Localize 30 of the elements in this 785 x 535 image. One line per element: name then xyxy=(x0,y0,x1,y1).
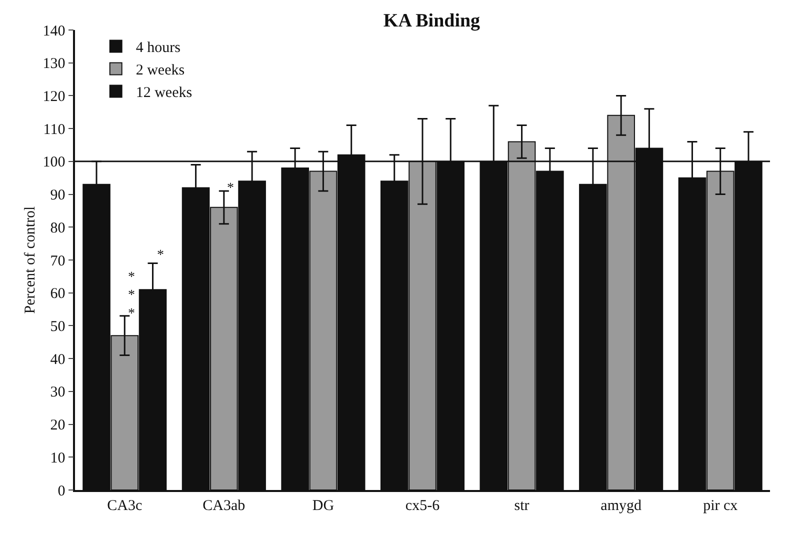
y-axis-title: Percent of control xyxy=(22,206,38,314)
y-tick-label: 40 xyxy=(50,352,66,368)
y-tick-label: 90 xyxy=(50,188,66,204)
chart-title: KA Binding xyxy=(383,10,481,32)
legend-label: 12 weeks xyxy=(136,85,192,102)
legend-label: 2 weeks xyxy=(136,62,185,79)
y-tick-label: 10 xyxy=(50,450,66,466)
x-tick-label: pir cx xyxy=(703,498,738,514)
y-tick-label: 60 xyxy=(50,286,66,302)
y-tick-label: 80 xyxy=(50,220,66,236)
annotation: * xyxy=(157,248,164,263)
y-tick-label: 100 xyxy=(42,154,66,171)
x-tick-label: DG xyxy=(312,498,334,514)
y-tick-label: 120 xyxy=(42,88,66,105)
y-tick-label: 110 xyxy=(43,122,66,138)
y-tick-label: 20 xyxy=(50,418,66,434)
y-tick-label: 50 xyxy=(50,318,66,335)
annotation: * xyxy=(227,181,234,196)
y-tick-label: 130 xyxy=(42,56,66,72)
annotation: *** xyxy=(128,270,135,322)
x-tick-label: CA3ab xyxy=(202,498,246,514)
x-tick-label: str xyxy=(514,498,530,514)
y-tick-label: 0 xyxy=(58,483,66,500)
x-tick-label: amygd xyxy=(600,498,642,514)
y-tick-label: 140 xyxy=(42,23,66,40)
y-tick-label: 70 xyxy=(50,253,66,270)
x-tick-label: CA3c xyxy=(107,498,142,514)
x-tick-label: cx5-6 xyxy=(405,498,440,514)
y-tick-label: 30 xyxy=(50,384,66,401)
legend-label: 4 hours xyxy=(136,40,181,56)
